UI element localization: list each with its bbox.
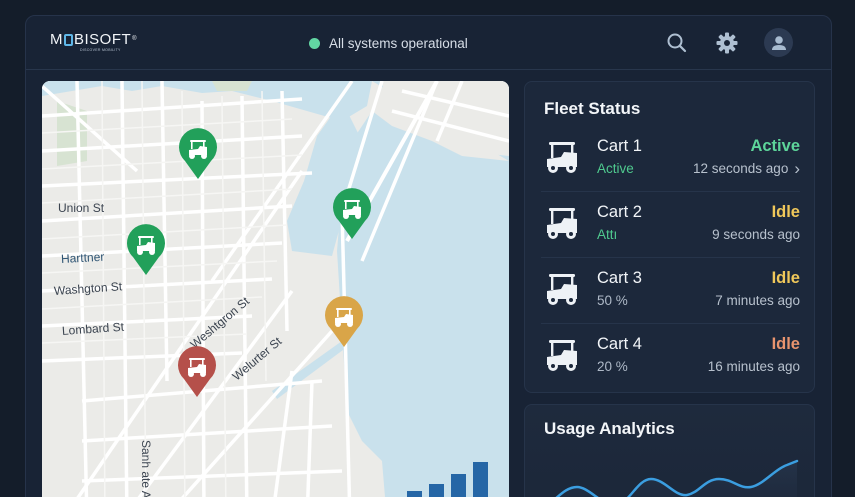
- cart-state: Idle: [771, 203, 800, 221]
- cart-name: Cart 2: [597, 203, 642, 221]
- usage-line-chart: [555, 459, 799, 497]
- usage-analytics-card: Usage Analytics: [524, 404, 815, 497]
- settings-button[interactable]: [714, 30, 740, 56]
- cart-state: Idle: [771, 269, 800, 287]
- map-pin-cart-1[interactable]: [178, 128, 218, 180]
- logo-trademark: ®: [132, 36, 138, 42]
- cart-row-2[interactable]: Cart 2 Attı Idle 9 seconds ago: [541, 192, 800, 258]
- cart-state: Active: [750, 137, 800, 155]
- fleet-map[interactable]: Union St Harttner Washgton St Lombard St…: [42, 81, 509, 497]
- map-pin-cart-2[interactable]: [126, 224, 166, 276]
- cart-row-3[interactable]: Cart 3 50 % Idle 7 minutes ago: [541, 258, 800, 324]
- cart-row-4[interactable]: Cart 4 20 % Idle 16 minutes ago: [541, 324, 800, 390]
- map-pin-icon: [178, 346, 216, 397]
- cart-state: Idle: [771, 335, 800, 353]
- fleet-status-card: Fleet Status Cart 1 Active Active 12 sec…: [524, 81, 815, 393]
- cart-last-seen: 16 minutes ago: [708, 359, 800, 374]
- map-base: [42, 81, 509, 497]
- cart-time-text: 9 seconds ago: [712, 227, 800, 242]
- golf-cart-icon: [547, 142, 577, 173]
- cart-name: Cart 1: [597, 137, 642, 155]
- cart-last-seen: 9 seconds ago: [712, 227, 800, 242]
- street-label-union: Union St: [58, 201, 105, 215]
- usage-analytics-title: Usage Analytics: [544, 419, 675, 438]
- user-avatar-button[interactable]: [764, 28, 793, 57]
- cart-time-text: 12 seconds ago: [693, 161, 789, 176]
- map-pin-cart-3[interactable]: [324, 296, 364, 348]
- cart-name: Cart 4: [597, 335, 642, 353]
- system-status: All systems operational: [309, 36, 468, 51]
- map-pin-icon: [179, 128, 217, 179]
- map-pin-icon: [333, 188, 371, 239]
- gear-icon: [716, 32, 738, 53]
- street-label-harttner: Harttner: [60, 249, 105, 266]
- cart-battery: 20 %: [597, 359, 628, 374]
- map-pin-cart-4[interactable]: [177, 346, 217, 398]
- cart-last-seen: 12 seconds ago ›: [693, 159, 800, 178]
- header-actions: [664, 28, 793, 57]
- golf-cart-icon: [547, 208, 577, 239]
- app-frame: M BISOFT ® DISCOVER MOBILITY All systems…: [25, 15, 832, 497]
- cart-time-text: 16 minutes ago: [707, 359, 800, 374]
- cart-sub-status: Active: [597, 161, 634, 176]
- street-label-sanhate: Sanh ate A: [139, 440, 153, 497]
- map-pin-icon: [127, 224, 165, 275]
- logo-o-glyph-icon: [64, 33, 73, 46]
- map-pin-cart-5[interactable]: [332, 188, 372, 240]
- cart-time-text: 7 minutes ago: [715, 293, 800, 308]
- search-icon: [667, 33, 687, 52]
- status-dot-icon: [309, 38, 320, 49]
- user-avatar-icon: [771, 35, 786, 50]
- logo-text-m: M: [50, 31, 63, 48]
- logo[interactable]: M BISOFT ® DISCOVER MOBILITY: [50, 32, 137, 52]
- cart-name: Cart 3: [597, 269, 642, 287]
- status-text: All systems operational: [329, 36, 468, 51]
- logo-text: BISOFT: [74, 31, 132, 48]
- fleet-status-title: Fleet Status: [544, 99, 641, 118]
- cart-battery: 50 %: [597, 293, 628, 308]
- logo-tagline: DISCOVER MOBILITY: [80, 48, 121, 52]
- golf-cart-icon: [547, 274, 577, 305]
- map-pin-icon: [325, 296, 363, 347]
- header: M BISOFT ® DISCOVER MOBILITY All systems…: [26, 16, 831, 70]
- cart-row-1[interactable]: Cart 1 Active Active 12 seconds ago ›: [541, 126, 800, 192]
- chevron-right-icon[interactable]: ›: [794, 159, 800, 178]
- search-button[interactable]: [664, 30, 690, 56]
- golf-cart-icon: [547, 340, 577, 371]
- cart-sub-status: Attı: [597, 227, 618, 242]
- cart-last-seen: 7 minutes ago: [715, 293, 800, 308]
